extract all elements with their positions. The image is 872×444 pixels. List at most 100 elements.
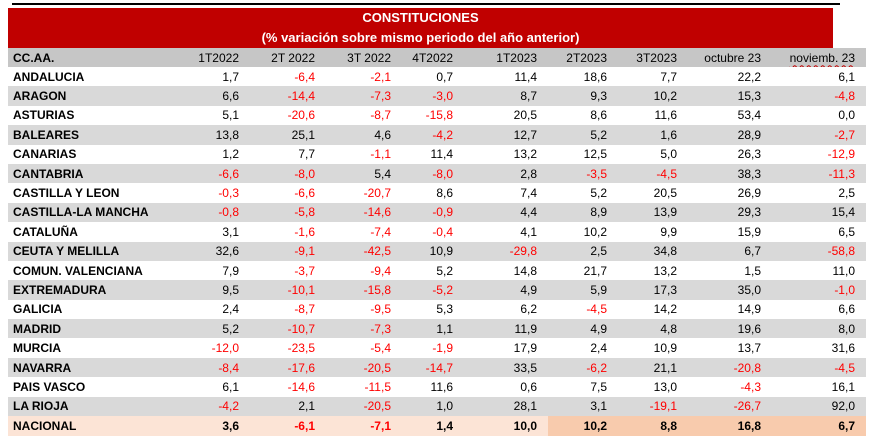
value-cell: 0,7 — [436, 69, 453, 84]
report-title: CONSTITUCIONES — [362, 10, 479, 25]
value-cell: 38,3 — [737, 166, 761, 181]
value-cell: 8,9 — [590, 205, 607, 220]
value-cell: -7,1 — [326, 416, 402, 437]
value-cell: 6,6 — [838, 302, 855, 317]
value-cell: -58,8 — [827, 244, 855, 259]
value-cell: -29,8 — [509, 244, 537, 259]
value-cell: 17,3 — [653, 282, 677, 297]
value-cell: -9,1 — [294, 244, 315, 259]
value-cell: 6,5 — [838, 224, 855, 239]
value-cell: 33,5 — [513, 360, 537, 375]
value-cell: 5,2 — [436, 263, 453, 278]
table-row: CASTILLA-LA MANCHA -0,8 -5,8 -14,6 -0,9 4,4 8,… — [8, 202, 866, 223]
value-cell: 1,7 — [222, 69, 239, 84]
value-cell: 13,2 — [513, 147, 537, 162]
value-cell: 4,8 — [660, 321, 677, 336]
value-cell: 3,1 — [222, 224, 239, 239]
value-cell: 16,1 — [831, 379, 855, 394]
value-cell: 8,0 — [838, 321, 855, 336]
value-cell: 15,9 — [737, 224, 761, 239]
value-cell: -42,5 — [363, 244, 391, 259]
value-cell: -8,4 — [218, 360, 239, 375]
value-cell: -3,5 — [586, 166, 607, 181]
column-header-label: 1T2022 — [198, 50, 239, 65]
value-cell: 14,8 — [513, 263, 537, 278]
row-label: CATALUÑA — [13, 224, 78, 239]
value-cell: 4,9 — [520, 282, 537, 297]
report-title-band: CONSTITUCIONES (% variación sobre mismo … — [8, 8, 833, 48]
value-cell: 11,9 — [514, 321, 537, 336]
table-row: COMUN. VALENCIANA 7,9 -3,7 -9,4 5,2 14,8 21,7 1… — [8, 261, 866, 280]
column-header-label: 4T2022 — [412, 50, 453, 65]
value-cell: 10,0 — [464, 416, 548, 437]
row-label: PAIS VASCO — [13, 379, 86, 394]
value-cell: 10,9 — [653, 341, 677, 356]
column-header: octubre 23 — [688, 48, 772, 67]
value-cell: 10,2 — [583, 224, 607, 239]
value-cell: -2,1 — [370, 69, 391, 84]
column-header-label: 3T2023 — [636, 50, 677, 65]
value-cell: -15,8 — [363, 282, 391, 297]
total-row: NACIONAL 3,6 -6,1 -7,1 1,4 10,0 10,2 8,8 16,8 6,7 — [8, 416, 866, 437]
table-row: CANTABRIA -6,6 -8,0 5,4 -8,0 2,8 -3,5 -4,5 38,3 -… — [8, 163, 866, 184]
value-cell: -7,3 — [370, 89, 391, 104]
table-row: GALICIA 2,4 -8,7 -9,5 5,3 6,2 -4,5 14,2 14,9 6,6 — [8, 300, 866, 319]
value-cell: 4,9 — [590, 321, 607, 336]
table-body: ANDALUCIA 1,7 -6,4 -2,1 0,7 11,4 18,6 7,7 22,2 6,… — [8, 67, 866, 437]
value-cell: 14,2 — [653, 302, 677, 317]
row-label: LA RIOJA — [13, 399, 69, 414]
value-cell: 1,4 — [402, 416, 464, 437]
value-cell: 5,2 — [222, 321, 239, 336]
value-cell: -20,5 — [363, 399, 391, 414]
table-row: CEUTA Y MELILLA 32,6 -9,1 -42,5 10,9 -29,8 2,5… — [8, 241, 866, 261]
table-row: MADRID 5,2 -10,7 -7,3 1,1 11,9 4,9 4,8 19,6 8,0 — [8, 319, 866, 339]
column-header: 4T2022 — [402, 48, 464, 67]
value-cell: -1,9 — [432, 341, 453, 356]
value-cell: -17,6 — [287, 360, 315, 375]
value-cell: -1,6 — [294, 224, 315, 239]
value-cell: 8,6 — [590, 108, 607, 123]
column-header: 3T 2022 — [326, 48, 402, 67]
value-cell: 10,9 — [429, 244, 453, 259]
report-subtitle: (% variación sobre mismo periodo del año… — [261, 30, 580, 45]
value-cell: -5,4 — [370, 341, 391, 356]
column-header: 1T2022 — [193, 48, 250, 67]
value-cell: -4,5 — [656, 166, 677, 181]
value-cell: 9,5 — [222, 282, 239, 297]
column-header: noviemb. 23 — [772, 48, 866, 67]
value-cell: 13,2 — [653, 263, 677, 278]
table-row: CANARIAS 1,2 7,7 -1,1 11,4 13,2 12,5 5,0 26,3 -12… — [8, 145, 866, 164]
row-label: NAVARRA — [13, 360, 72, 375]
value-cell: -8,0 — [432, 166, 453, 181]
value-cell: -8,7 — [294, 302, 315, 317]
value-cell: 6,2 — [520, 302, 537, 317]
value-cell: -3,0 — [432, 89, 453, 104]
value-cell: 2,5 — [838, 186, 855, 201]
value-cell: -10,1 — [287, 282, 315, 297]
value-cell: 6,7 — [772, 416, 866, 437]
value-cell: -7,4 — [370, 224, 391, 239]
value-cell: -26,7 — [733, 399, 761, 414]
table-row: LA RIOJA -4,2 2,1 -20,5 1,0 28,1 3,1 -19,1 -26,7… — [8, 396, 866, 417]
row-label: ASTURIAS — [13, 108, 75, 123]
value-cell: -8,0 — [294, 166, 315, 181]
value-cell: 92,0 — [831, 399, 855, 414]
value-cell: 5,4 — [374, 166, 391, 181]
value-cell: -20,7 — [363, 186, 391, 201]
value-cell: -8,7 — [370, 108, 391, 123]
column-header: 1T2023 — [464, 48, 548, 67]
value-cell: 5,1 — [222, 108, 239, 123]
column-header: 2T2023 — [548, 48, 618, 67]
value-cell: -15,8 — [425, 108, 453, 123]
value-cell: 5,0 — [660, 147, 677, 162]
row-label: CASTILLA Y LEON — [13, 186, 120, 201]
column-header-row: CC.AA. 1T2022 2T 2022 3T 2022 4T2022 1T2023 2T… — [8, 48, 866, 67]
value-cell: 17,9 — [513, 341, 537, 356]
value-cell: 28,9 — [737, 127, 761, 142]
value-cell: 10,2 — [548, 416, 618, 437]
value-cell: 8,6 — [436, 186, 453, 201]
value-cell: 12,5 — [583, 147, 607, 162]
table-row: CATALUÑA 3,1 -1,6 -7,4 -0,4 4,1 10,2 9,9 15,9 6,5 — [8, 222, 866, 241]
value-cell: 5,2 — [590, 127, 607, 142]
value-cell: -0,9 — [432, 205, 453, 220]
